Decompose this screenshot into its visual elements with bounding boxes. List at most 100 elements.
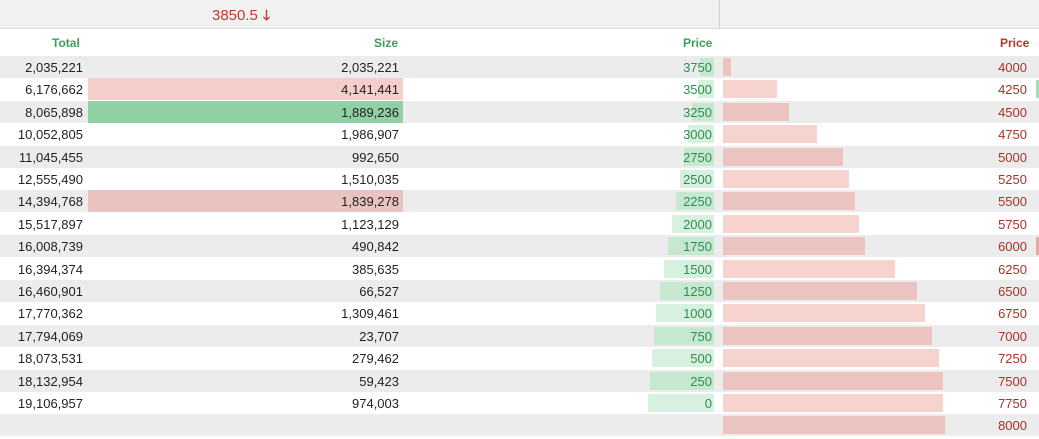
ask-price-cell[interactable]: 7000 [998,328,1027,344]
ask-depth-bar [723,304,925,323]
ask-depth-bar [723,259,895,278]
bid-price-cell[interactable]: 750 [690,328,712,344]
ask-price-cell[interactable]: 6250 [998,261,1027,277]
total-column-header[interactable]: Total [52,36,80,50]
total-cell: 16,394,374 [17,261,83,277]
order-row[interactable]: 18,132,954 59,423 250 7500 [0,369,1039,392]
ask-depth-bar [723,147,843,166]
ask-price-cell[interactable]: 5750 [998,216,1027,232]
ask-depth-bar [723,371,943,390]
ask-price-cell[interactable]: 4000 [998,60,1027,75]
ask-depth-bar [723,102,789,121]
bid-depth-bar [652,349,714,368]
order-row[interactable]: 16,008,739 490,842 1750 6000 [0,235,1039,258]
total-cell: 19,106,957 [17,396,83,411]
total-cell: 11,045,455 [18,149,83,165]
size-cell: 4,141,441 [341,82,399,98]
ask-depth-bar [723,416,945,435]
bid-price-cell[interactable]: 3500 [683,82,712,98]
size-cell: 1,510,035 [341,172,399,187]
total-cell: 15,517,897 [17,216,83,232]
total-cell: 16,008,739 [17,239,83,255]
total-cell: 8,065,898 [25,104,83,120]
edge-depth-marker [1036,80,1039,99]
size-cell: 2,035,221 [341,60,399,75]
order-row[interactable]: 16,394,374 385,635 1500 6250 [0,258,1039,280]
ask-depth-bar [723,58,731,76]
ask-price-cell[interactable]: 4250 [998,82,1027,98]
order-row[interactable]: 15,517,897 1,123,129 2000 5750 [0,213,1039,235]
total-cell: 16,460,901 [17,284,83,299]
bid-price-cell[interactable]: 1750 [683,239,712,255]
bid-depth-bar [668,237,714,256]
total-cell: 6,176,662 [25,82,83,98]
panel-divider [719,0,720,28]
size-cell: 1,839,278 [341,194,399,210]
ask-depth-bar [723,237,865,256]
bid-depth-bar [672,214,714,233]
ask-depth-bar [723,394,943,412]
bid-price-cell[interactable]: 0 [704,396,712,411]
order-row[interactable]: 8000 [0,414,1039,437]
bid-price-cell[interactable]: 2000 [683,216,712,232]
bid-price-cell[interactable]: 1500 [683,261,712,277]
ask-price-cell[interactable]: 5500 [998,194,1027,210]
ask-price-cell[interactable]: 7750 [998,396,1027,411]
order-row[interactable]: 16,460,901 66,527 1250 6500 [0,280,1039,302]
size-cell: 59,423 [359,373,399,389]
ask-price-cell[interactable]: 4500 [998,104,1027,120]
ask-price-cell[interactable]: 8000 [998,418,1027,434]
order-row[interactable]: 19,106,957 974,003 0 7750 [0,392,1039,414]
last-price-value: 3850.5 [212,7,258,24]
ask-depth-bar [723,170,849,188]
size-cell: 1,986,907 [341,127,399,143]
ask-price-cell[interactable]: 4750 [998,127,1027,143]
ask-depth-bar [723,282,917,300]
ask-price-cell[interactable]: 5250 [998,172,1027,187]
bid-price-cell[interactable]: 2250 [683,194,712,210]
order-row[interactable]: 17,794,069 23,707 750 7000 [0,324,1039,347]
ask-price-cell[interactable]: 7250 [998,351,1027,367]
bid-price-cell[interactable]: 1250 [683,284,712,299]
size-cell: 385,635 [352,261,399,277]
bid-price-column-header[interactable]: Price [683,36,713,50]
bid-depth-bar [660,282,714,300]
bid-price-cell[interactable]: 250 [690,373,712,389]
ask-price-column-header[interactable]: Price [1000,36,1030,50]
order-row[interactable]: 2,035,221 2,035,221 3750 4000 [0,56,1039,78]
ask-price-cell[interactable]: 5000 [998,149,1027,165]
bid-price-cell[interactable]: 1000 [683,306,712,322]
order-row[interactable]: 11,045,455 992,650 2750 5000 [0,145,1039,168]
size-column-header[interactable]: Size [374,36,399,50]
bid-price-cell[interactable]: 2500 [683,172,712,187]
bid-depth-bar [700,58,714,76]
ask-price-cell[interactable]: 7500 [998,373,1027,389]
size-flash-highlight [88,100,403,123]
arrow-down-icon: 🡓 [262,7,271,23]
order-row[interactable]: 17,770,362 1,309,461 1000 6750 [0,302,1039,324]
order-row[interactable]: 12,555,490 1,510,035 2500 5250 [0,168,1039,190]
size-cell: 279,462 [352,351,399,367]
order-row[interactable]: 8,065,898 1,889,236 3250 4500 [0,100,1039,123]
size-cell: 490,842 [352,239,399,255]
size-flash-highlight [88,190,403,213]
last-price: 3850.5 🡓 [212,5,270,29]
bid-price-cell[interactable]: 3750 [683,60,712,75]
bid-price-cell[interactable]: 500 [690,351,712,367]
bid-depth-bar [698,80,714,99]
ask-price-cell[interactable]: 6000 [998,239,1027,255]
size-cell: 1,309,461 [341,306,399,322]
bid-price-cell[interactable]: 3250 [683,104,712,120]
bid-price-cell[interactable]: 2750 [683,149,712,165]
order-row[interactable]: 18,073,531 279,462 500 7250 [0,347,1039,369]
order-row[interactable]: 6,176,662 4,141,441 3500 4250 [0,78,1039,101]
order-row[interactable]: 14,394,768 1,839,278 2250 5500 [0,190,1039,213]
order-row[interactable]: 10,052,805 1,986,907 3000 4750 [0,123,1039,145]
size-cell: 1,889,236 [341,104,399,120]
order-book-topbar: 3850.5 🡓 [0,0,1039,29]
bid-price-cell[interactable]: 3000 [683,127,712,143]
ask-price-cell[interactable]: 6500 [998,284,1027,299]
total-cell: 17,770,362 [17,306,83,322]
ask-price-cell[interactable]: 6750 [998,306,1027,322]
total-cell: 2,035,221 [25,60,83,75]
